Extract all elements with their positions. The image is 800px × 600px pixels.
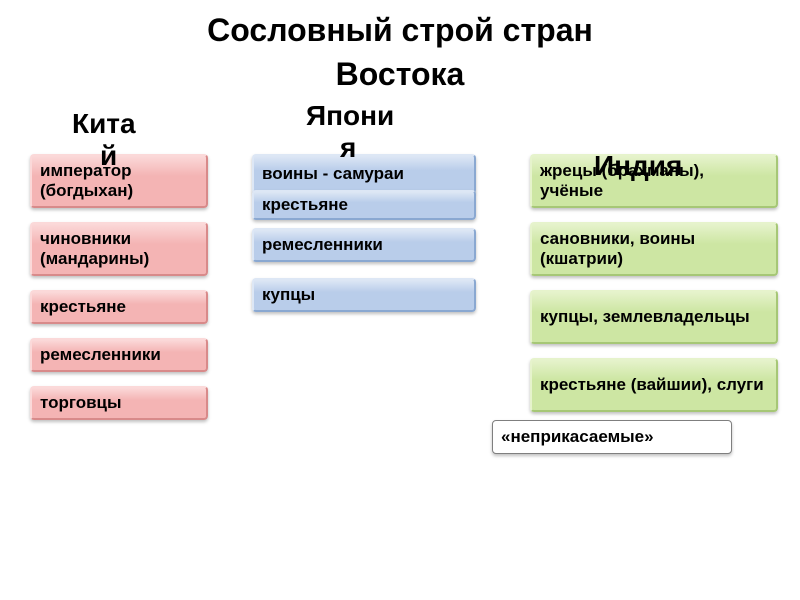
india-header: Индия [594,150,682,182]
china-item-1: чиновники (мандарины) [30,222,208,276]
japan-item-3: купцы [252,278,476,312]
japan-header-l2: я [340,132,356,164]
untouchables-box: «неприкасаемые» [492,420,732,454]
page-title-line1: Сословный строй стран [0,12,800,49]
china-item-1-label: чиновники (мандарины) [40,229,198,268]
untouchables-label: «неприкасаемые» [501,427,654,447]
japan-item-3-label: купцы [262,285,315,305]
japan-header-l1: Япони [306,100,394,132]
india-item-3-label: крестьяне (вайшии), слуги [540,375,764,395]
china-header-l2: й [100,140,117,172]
china-item-0: император (богдыхан) [30,154,208,208]
india-item-3: крестьяне (вайшии), слуги [530,358,778,412]
china-item-4-label: торговцы [40,393,122,413]
india-item-2-label: купцы, землевладельцы [540,307,750,327]
china-item-0-label: император (богдыхан) [40,161,198,200]
china-item-4: торговцы [30,386,208,420]
japan-item-0-label: воины - самураи [262,164,404,184]
japan-item-1-label: крестьяне [262,195,348,215]
india-item-2: купцы, землевладельцы [530,290,778,344]
china-item-2: крестьяне [30,290,208,324]
japan-item-2: ремесленники [252,228,476,262]
japan-item-2-label: ремесленники [262,235,383,255]
japan-item-1: крестьяне [252,190,476,220]
india-item-1-label: сановники, воины (кшатрии) [540,229,768,268]
china-header-l1: Кита [72,108,136,140]
china-item-2-label: крестьяне [40,297,126,317]
china-item-3: ремесленники [30,338,208,372]
page-title-line2: Востока [0,56,800,93]
india-item-1: сановники, воины (кшатрии) [530,222,778,276]
china-item-3-label: ремесленники [40,345,161,365]
japan-item-0: воины - самураи [252,154,476,194]
